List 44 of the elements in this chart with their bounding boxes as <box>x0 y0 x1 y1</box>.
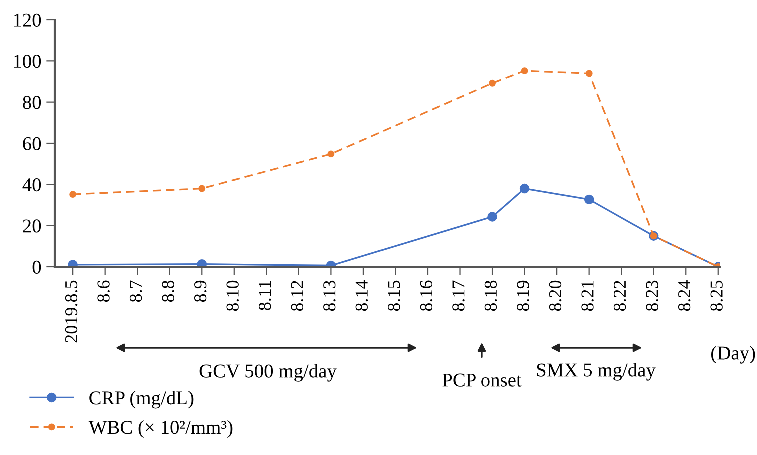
y-tick-label: 20 <box>23 220 42 233</box>
x-tick-label: 8.18 <box>484 280 498 312</box>
x-tick-label: 8.6 <box>98 280 110 302</box>
x-tick-label: 8.12 <box>291 281 304 312</box>
x-tick-label: 8.25 <box>710 280 723 312</box>
y-tick-label: 60 <box>23 137 42 150</box>
point <box>520 184 530 194</box>
y-tick-label: 100 <box>14 54 42 68</box>
point <box>584 194 594 205</box>
text: SMX 5 mg/day <box>537 363 656 381</box>
x-tick-label: 8.10 <box>226 280 239 312</box>
x-tick-label: 8.9 <box>194 280 207 302</box>
point <box>197 259 207 267</box>
point <box>328 150 335 158</box>
y-tick-label: 120 <box>14 14 42 27</box>
x-tick-label: 8.20 <box>549 280 562 312</box>
x-tick-label: 8.8 <box>162 280 174 302</box>
point <box>198 185 206 192</box>
x-tick-label: 8.11 <box>259 281 272 310</box>
point <box>521 68 528 75</box>
y-tick-label: 40 <box>22 178 42 192</box>
point <box>489 80 496 87</box>
x-tick-label: 2019.8.5 <box>65 280 78 343</box>
x-tick-label: 8.19 <box>517 280 530 312</box>
legend-label: WBC (× 10²/mm³) <box>88 420 233 438</box>
x-tick-label: 8.15 <box>388 280 400 312</box>
text: (Day) <box>712 346 756 364</box>
point <box>70 191 77 198</box>
point <box>488 212 498 222</box>
text: GCV 500 mg/day <box>200 364 337 382</box>
x-tick-label: 8.24 <box>678 280 691 312</box>
x-tick-label: 8.23 <box>646 280 658 312</box>
y-tick-label: 0 <box>32 260 42 274</box>
x-tick-label: 8.13 <box>324 280 336 312</box>
y-tick-label: 80 <box>23 96 42 110</box>
x-tick-label: 8.14 <box>356 280 368 312</box>
point <box>586 70 593 78</box>
x-tick-label: 8.16 <box>420 280 433 312</box>
x-tick-label: 8.22 <box>614 281 626 312</box>
legend-label: CRP (mg/dL) <box>90 391 194 409</box>
text: PCP onset <box>442 374 522 387</box>
x-tick-label: 8.7 <box>130 280 142 302</box>
x-tick-label: 8.17 <box>452 280 465 312</box>
x-tick-label: 8.21 <box>582 281 594 312</box>
